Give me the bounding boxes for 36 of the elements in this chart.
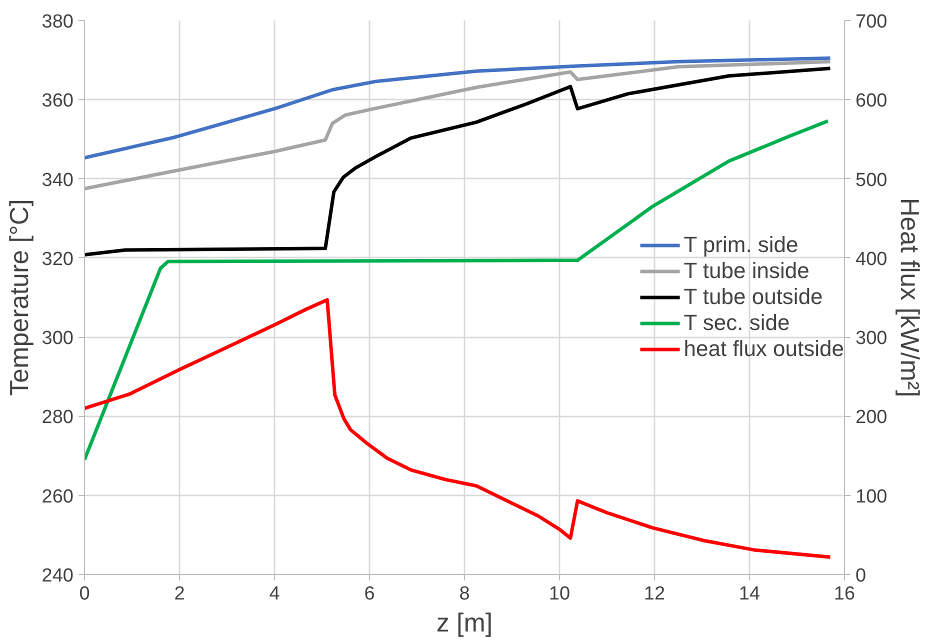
x-tick-label: 2 [174, 584, 185, 604]
x-tick-label: 16 [834, 584, 856, 604]
y-axis-title: Temperature [°C] [4, 199, 34, 396]
x-tick-label: 8 [459, 584, 470, 604]
x-axis-title: z [m] [436, 608, 493, 638]
line-series [84, 60, 832, 190]
legend-label: T prim. side [684, 232, 798, 258]
y2-tick-label: 500 [856, 170, 888, 191]
y-tick-label: 240 [42, 566, 74, 586]
legend-label: T tube outside [684, 284, 823, 310]
y2-axis-title: Heat flux [kW/m²] [895, 198, 926, 398]
y2-tick-label: 600 [856, 90, 888, 112]
x-tick-label: 0 [79, 584, 90, 604]
line-series [84, 66, 832, 257]
x-tick-label: 14 [738, 584, 760, 604]
line-series [84, 56, 832, 160]
x-tick-label: 12 [644, 584, 666, 604]
x-tick-label: 4 [269, 584, 280, 604]
y-tick-label: 280 [42, 407, 74, 428]
legend-label: T tube inside [684, 258, 810, 284]
y-tick-label: 320 [42, 248, 74, 270]
y2-tick-label: 100 [856, 486, 888, 508]
y-tick-label: 300 [42, 328, 74, 350]
y2-tick-label: 400 [856, 248, 888, 270]
y2-tick-label: 0 [856, 566, 866, 586]
legend-label: heat flux outside [684, 336, 844, 362]
legend-label: T sec. side [684, 310, 790, 336]
y2-tick-label: 700 [856, 12, 888, 32]
y2-tick-label: 300 [856, 328, 888, 350]
y-tick-label: 360 [42, 90, 74, 112]
y-tick-label: 260 [42, 486, 74, 508]
x-tick-label: 10 [548, 584, 570, 604]
x-tick-label: 6 [364, 584, 375, 604]
y2-tick-label: 200 [856, 407, 888, 428]
y-tick-label: 380 [42, 12, 74, 32]
y-tick-label: 340 [42, 170, 74, 191]
